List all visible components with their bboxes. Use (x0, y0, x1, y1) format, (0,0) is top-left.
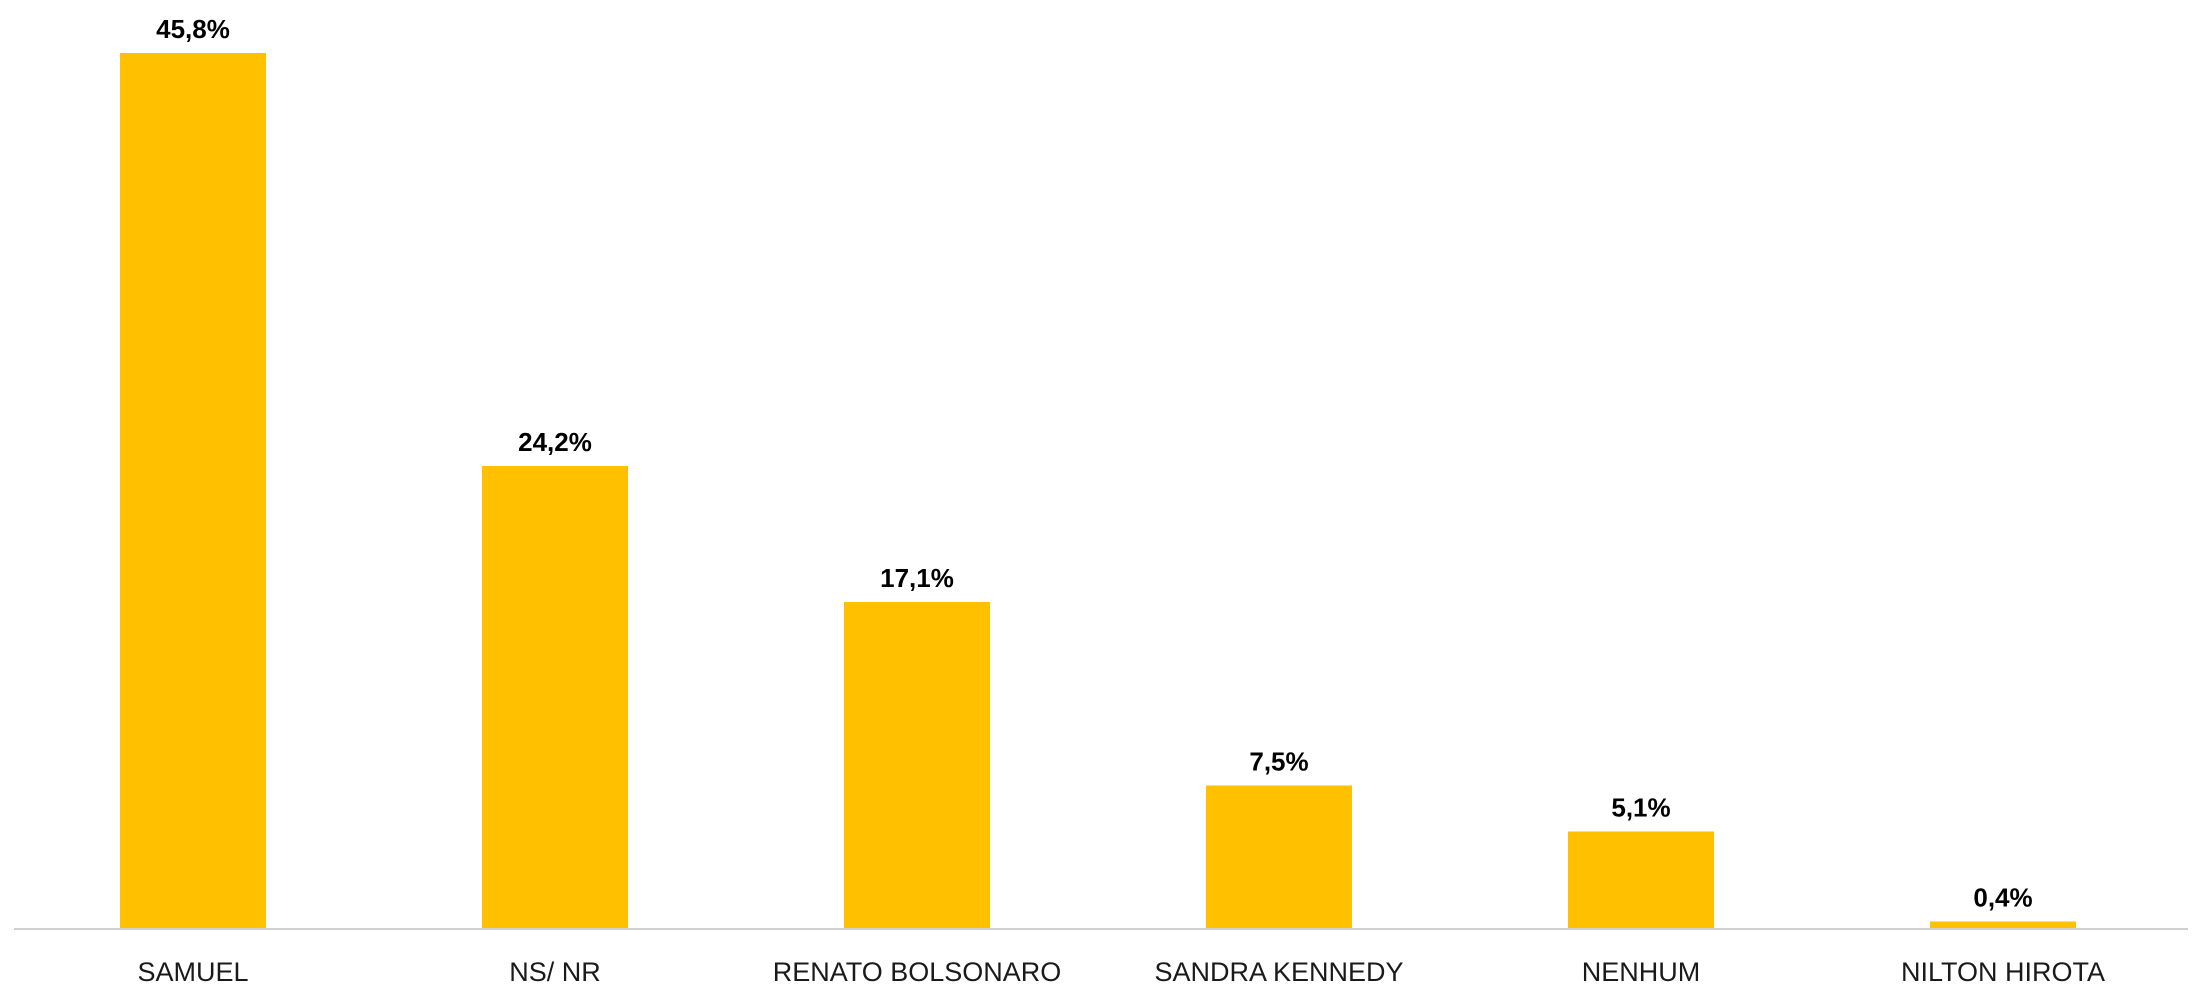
category-label-1: NS/ NR (509, 957, 601, 987)
data-label-3: 7,5% (1249, 747, 1308, 777)
bar-4 (1568, 831, 1714, 929)
bar-2 (844, 601, 990, 929)
bar-3 (1206, 785, 1352, 929)
category-label-0: SAMUEL (137, 957, 248, 987)
bars-group (120, 53, 2076, 929)
category-label-3: SANDRA KENNEDY (1154, 957, 1403, 987)
bar-0 (120, 53, 266, 929)
data-label-0: 45,8% (156, 14, 230, 44)
data-labels-group: 45,8% 24,2% 17,1% 7,5% 5,1% 0,4% (156, 14, 2033, 912)
data-label-5: 0,4% (1973, 882, 2032, 912)
data-label-1: 24,2% (518, 427, 592, 457)
category-label-5: NILTON HIROTA (1901, 957, 2105, 987)
category-labels-group: SAMUEL NS/ NR RENATO BOLSONARO SANDRA KENNE… (137, 957, 2105, 987)
data-label-2: 17,1% (880, 563, 954, 593)
bar-1 (482, 466, 628, 929)
category-label-4: NENHUM (1582, 957, 1701, 987)
bar-5 (1930, 921, 2076, 929)
category-label-2: RENATO BOLSONARO (773, 957, 1062, 987)
data-label-4: 5,1% (1611, 792, 1670, 822)
